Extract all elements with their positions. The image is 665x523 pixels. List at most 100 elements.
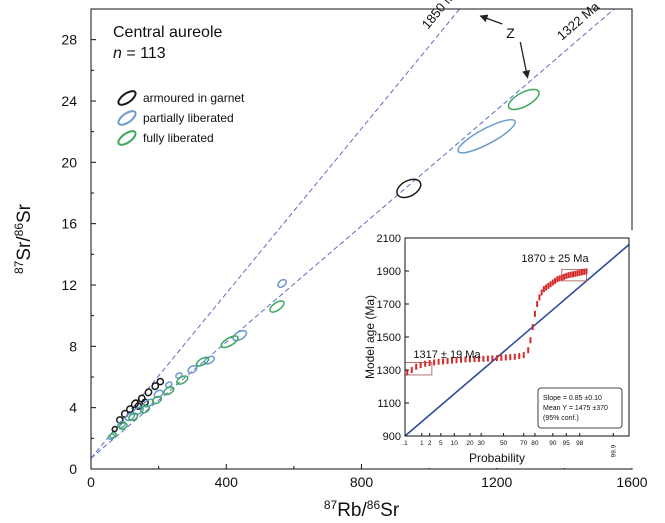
inset-point: [565, 272, 568, 279]
x-axis-label-sup2: 86: [367, 498, 381, 512]
chart-subtitle: n = 113: [113, 45, 166, 62]
ellipse-2-2: [277, 278, 287, 289]
inset-point: [482, 355, 485, 362]
legend-swatch-3: [117, 130, 137, 146]
inset-point: [464, 356, 467, 363]
stats-box-frame: [537, 387, 623, 429]
inset-x-tick-label: .1: [402, 440, 408, 447]
subtitle-count: = 113: [122, 45, 166, 62]
reference-line-label-1: 1850 Ma: [419, 0, 463, 32]
ellipse-3-4: [195, 356, 210, 367]
inset-point: [477, 355, 480, 362]
x-axis-label: 87Rb/86Sr: [324, 498, 400, 521]
ellipse-1-6: [156, 377, 165, 386]
ellipse-1-12: [111, 425, 118, 433]
inset-x-tick-label: 70: [520, 440, 528, 447]
y-tick-label: 0: [69, 461, 77, 477]
inset-point: [572, 271, 574, 278]
inset-point: [451, 357, 454, 364]
fit-line: [404, 243, 630, 437]
legend-label-1: armoured in garnet: [143, 91, 245, 105]
y-axis-ticks: 0 4 8 12 16 20 24 28: [61, 8, 96, 477]
inset-age-labels: 1870 ± 25 Ma 1317 ± 19 Ma: [413, 253, 589, 361]
inset-point: [583, 268, 586, 275]
inset-x-tick-label: 98: [576, 440, 584, 447]
inset-y-axis-ticks: 900 1100 1300 1500 1700 1900 2100: [377, 233, 409, 443]
inset-point: [580, 269, 583, 276]
inset-y-tick-label: 900: [383, 431, 401, 443]
ellipse-3-5: [176, 375, 189, 385]
stats-conf: (95% conf.): [543, 415, 579, 422]
ellipse-2-1: [457, 118, 516, 154]
inset-point: [491, 355, 494, 362]
inset-point: [536, 301, 539, 307]
x-tick-label: 1200: [481, 474, 512, 490]
ellipse-1-1: [396, 178, 422, 199]
z-label: Z: [506, 25, 515, 41]
ellipse-3-2: [269, 300, 285, 313]
inset-point: [576, 270, 579, 277]
ellipse-1-4: [144, 388, 153, 397]
y-axis-label-a: Sr/: [14, 236, 35, 261]
inset-point: [549, 281, 552, 288]
inset-x-tick-label: 80: [531, 440, 539, 447]
inset-x-tick-label: 2: [428, 440, 432, 447]
x-tick-label: 800: [350, 474, 374, 490]
inset-point: [419, 362, 422, 369]
legend-swatch-2: [117, 110, 137, 126]
inset-point: [574, 270, 577, 277]
inset-point: [460, 356, 462, 363]
inset-point: [468, 356, 471, 363]
inset-data-points: [406, 268, 588, 376]
x-tick-label: 1600: [616, 474, 647, 490]
inset-point: [513, 353, 516, 360]
inset-x-tick-label: 50: [500, 440, 508, 447]
y-axis-label-b: Sr: [14, 203, 35, 223]
inset-point: [446, 357, 449, 364]
legend-label-3: fully liberated: [143, 131, 214, 145]
stats-mean: Mean Y = 1475 ±370: [543, 405, 608, 412]
y-axis-label: 87Sr/86Sr: [12, 203, 35, 274]
x-axis-ticks: 0 400 800 1200 1600: [87, 464, 648, 490]
inset-point: [545, 284, 548, 291]
x-axis-label-sup: 87: [324, 498, 338, 512]
inset-x-tick-label: 1: [420, 440, 424, 447]
inset-point: [455, 357, 458, 364]
legend-label-2: partially liberated: [143, 111, 234, 125]
ellipse-3-6: [163, 386, 175, 396]
y-axis-label-sup2: 86: [12, 223, 26, 237]
x-tick-label: 0: [87, 474, 95, 490]
inset-y-tick-label: 2100: [377, 233, 401, 245]
inset-point: [578, 269, 581, 276]
ellipse-2-11: [124, 412, 136, 422]
inset-x-tick-label: 99.9: [610, 444, 617, 457]
ellipse-1-3: [137, 394, 146, 403]
legend: armoured in garnet partially liberated ful…: [117, 90, 245, 146]
inset-point: [518, 352, 521, 359]
inset-point: [563, 273, 566, 280]
inset-x-tick-label: 30: [478, 440, 486, 447]
inset-point: [495, 355, 498, 362]
ellipse-3-7: [151, 395, 163, 405]
y-tick-label: 28: [61, 32, 77, 48]
inset-point: [554, 277, 557, 284]
chart-title: Central aureole: [113, 24, 223, 41]
inset-x-tick-label: 90: [549, 440, 557, 447]
x-tick-label: 400: [215, 474, 239, 490]
inset-point: [428, 360, 431, 367]
stats-slope: Slope = 0.85 ±0.10: [543, 395, 602, 402]
subtitle-n: n: [113, 45, 122, 62]
inset-point: [567, 272, 570, 279]
inset-fit-line: [404, 243, 630, 437]
inset-stats-box: Slope = 0.85 ±0.10 Mean Y = 1475 ±370 (9…: [537, 387, 623, 429]
inset-x-tick-label: 20: [466, 440, 474, 447]
inset-x-tick-label: 10: [451, 440, 459, 447]
y-axis-label-sup: 87: [12, 260, 26, 274]
ellipse-3-10: [118, 422, 128, 430]
reference-line-label-2: 1322 Ma: [554, 0, 603, 43]
inset-point: [531, 324, 534, 331]
inset-background: [362, 230, 637, 468]
inset-y-tick-label: 1500: [377, 332, 401, 344]
z-arrow-up: [479, 14, 503, 25]
y-tick-label: 12: [61, 277, 77, 293]
